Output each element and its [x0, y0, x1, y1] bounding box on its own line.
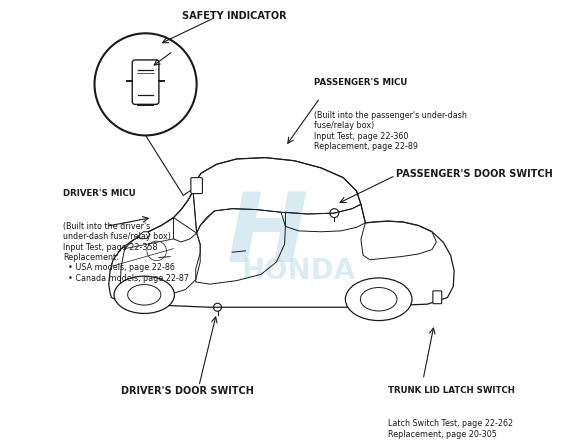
FancyBboxPatch shape	[433, 291, 442, 304]
Text: HONDA: HONDA	[242, 257, 356, 285]
Ellipse shape	[346, 278, 412, 321]
Text: (Built into the passenger's under-dash
fuse/relay box)
Input Test, page 22-360
R: (Built into the passenger's under-dash f…	[314, 111, 467, 151]
Text: PASSENGER'S DOOR SWITCH: PASSENGER'S DOOR SWITCH	[396, 169, 553, 179]
FancyBboxPatch shape	[132, 60, 159, 104]
Text: SAFETY INDICATOR: SAFETY INDICATOR	[182, 11, 287, 21]
Text: TRUNK LID LATCH SWITCH: TRUNK LID LATCH SWITCH	[388, 386, 514, 395]
FancyBboxPatch shape	[191, 178, 202, 194]
Circle shape	[94, 33, 197, 135]
Ellipse shape	[114, 276, 174, 313]
Text: DRIVER'S MICU: DRIVER'S MICU	[64, 189, 136, 198]
Text: DRIVER'S DOOR SWITCH: DRIVER'S DOOR SWITCH	[121, 386, 254, 396]
Text: H: H	[227, 189, 309, 282]
Text: PASSENGER'S MICU: PASSENGER'S MICU	[314, 78, 407, 87]
Text: (Built into the driver's
under-dash fuse/relay box)
Input Test, page 22-358
Repl: (Built into the driver's under-dash fuse…	[64, 222, 189, 283]
Polygon shape	[138, 232, 150, 239]
Text: Latch Switch Test, page 22-262
Replacement, page 20-305: Latch Switch Test, page 22-262 Replaceme…	[388, 419, 513, 439]
